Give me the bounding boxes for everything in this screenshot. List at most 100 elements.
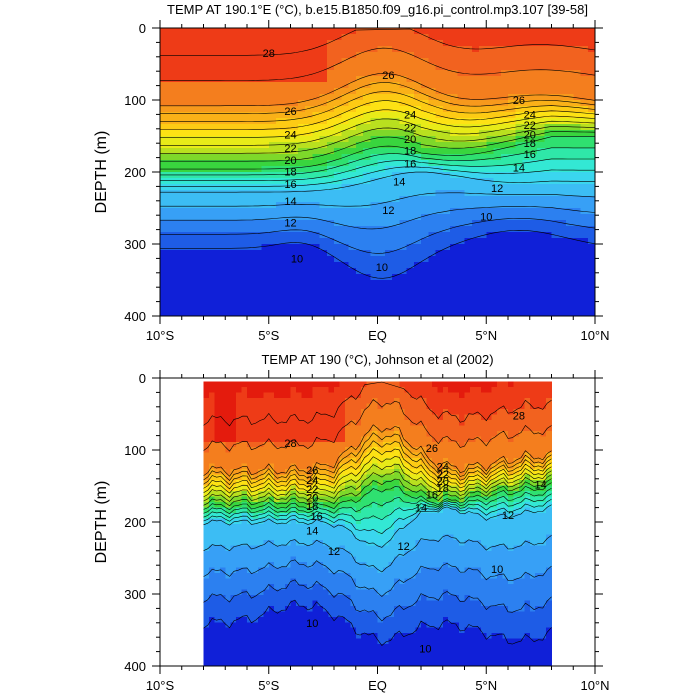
isotherm-21 — [160, 118, 596, 146]
isotherm-12 — [160, 206, 596, 230]
isotherm-21 — [203, 463, 552, 498]
contour-label: 12 — [502, 510, 514, 522]
x-tick-label: EQ — [368, 328, 387, 343]
contour-label: 16 — [310, 511, 322, 523]
y-tick-label: 0 — [139, 371, 146, 386]
contour-label: 26 — [284, 106, 296, 118]
contour-label: 12 — [491, 183, 503, 195]
y-tick-label: 0 — [139, 21, 146, 36]
contour-label: 20 — [306, 493, 318, 505]
isotherm-23 — [203, 448, 552, 490]
x-tick-label: 5°N — [475, 678, 497, 693]
contour-label: 14 — [513, 163, 525, 175]
x-tick-label: 10°S — [146, 328, 175, 343]
isotherm-lines — [203, 381, 552, 646]
isotherm-lines — [160, 28, 596, 279]
contour-label: 24 — [284, 130, 296, 142]
contour-label: 10 — [376, 262, 388, 274]
contour-label: 12 — [328, 546, 340, 558]
isotherm-20 — [160, 126, 596, 154]
isotherm-17 — [203, 487, 552, 515]
isotherm-22 — [160, 109, 596, 138]
x-tick-label: 10°S — [146, 678, 175, 693]
x-tick-label: EQ — [368, 678, 387, 693]
contour-label: 16 — [524, 149, 536, 161]
isotherm-11 — [160, 218, 596, 254]
isotherm-14 — [160, 171, 595, 193]
y-tick-label: 400 — [124, 659, 146, 674]
contour-label: 22 — [437, 469, 449, 481]
isotherm-15 — [160, 166, 595, 187]
temperature-field — [160, 28, 596, 317]
contour-label: 12 — [284, 217, 296, 229]
contour-label: 28 — [284, 438, 296, 450]
contour-label: 18 — [437, 483, 449, 495]
isotherm-22 — [203, 456, 552, 494]
x-tick-label: 5°S — [258, 328, 279, 343]
contour-label: 16 — [284, 179, 296, 191]
contour-label: 14 — [415, 503, 427, 515]
y-tick-label: 100 — [124, 93, 146, 108]
isotherm-14 — [203, 504, 552, 548]
isotherm-27 — [160, 47, 596, 81]
isotherm-10 — [203, 599, 552, 646]
panel-2: TEMP AT 190 (°C), Johnson et al (2002) 28… — [93, 352, 610, 693]
contour-label: 18 — [284, 166, 296, 178]
isotherm-18 — [203, 482, 552, 511]
contour-label: 20 — [524, 130, 536, 142]
contour-label: 14 — [393, 176, 405, 188]
isotherm-19 — [160, 131, 596, 162]
contour-label: 26 — [382, 70, 394, 82]
isotherm-27 — [203, 399, 552, 452]
chart-title: TEMP AT 190 (°C), Johnson et al (2002) — [261, 352, 493, 367]
x-tick-label: 10°N — [580, 328, 609, 343]
contour-label: 22 — [524, 120, 536, 132]
contour-label: 28 — [263, 48, 275, 60]
contour-label: 24 — [524, 109, 536, 121]
contour-label: 16 — [426, 490, 438, 502]
y-tick-label: 300 — [124, 587, 146, 602]
y-tick-label: 300 — [124, 237, 146, 252]
isotherm-24 — [203, 440, 552, 486]
isotherm-26 — [203, 424, 552, 477]
isotherm-19 — [203, 478, 552, 507]
isotherm-23 — [160, 100, 596, 130]
contour-label: 14 — [535, 480, 547, 492]
x-tick-label: 5°N — [475, 328, 497, 343]
isotherm-16 — [160, 158, 595, 181]
contour-label: 26 — [306, 465, 318, 477]
isotherm-16 — [203, 493, 552, 521]
contour-label: 10 — [419, 644, 431, 656]
y-tick-label: 100 — [124, 443, 146, 458]
contour-label: 22 — [284, 143, 296, 155]
contour-label: 24 — [437, 462, 449, 474]
y-axis-label: DEPTH (m) — [93, 131, 110, 214]
isotherm-10 — [160, 229, 596, 279]
contour-label: 20 — [284, 155, 296, 167]
isotherm-24 — [160, 91, 596, 122]
contour-label: 12 — [397, 541, 409, 553]
contour-label: 10 — [291, 253, 303, 265]
contour-label: 10 — [480, 212, 492, 224]
isotherm-25 — [203, 432, 552, 481]
contour-label: 22 — [306, 484, 318, 496]
y-tick-label: 200 — [124, 165, 146, 180]
contour-label: 24 — [306, 475, 318, 487]
contour-label: 28 — [513, 410, 525, 422]
temperature-field — [203, 381, 553, 667]
contour-label: 14 — [306, 526, 318, 538]
y-axis-label: DEPTH (m) — [93, 481, 110, 564]
isotherm-18 — [160, 136, 595, 170]
isotherm-17 — [160, 147, 595, 176]
y-tick-label: 400 — [124, 309, 146, 324]
isotherm-28 — [160, 28, 596, 56]
contour-label: 20 — [437, 476, 449, 488]
isotherm-11 — [203, 579, 552, 622]
contour-label: 18 — [524, 138, 536, 150]
isotherm-28 — [203, 381, 552, 427]
isotherm-15 — [203, 498, 552, 534]
isotherm-13 — [203, 534, 552, 573]
isotherm-26 — [160, 72, 596, 107]
y-tick-label: 200 — [124, 515, 146, 530]
